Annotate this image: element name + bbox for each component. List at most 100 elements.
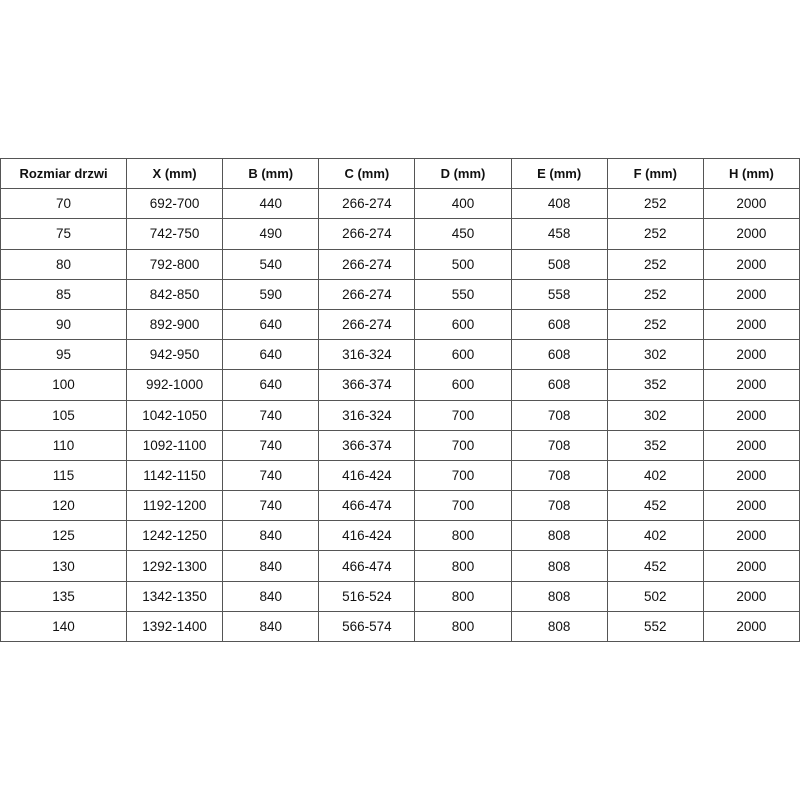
table-cell: 500	[414, 248, 512, 280]
table-cell: 252	[606, 248, 704, 280]
table-cell: 252	[606, 308, 704, 341]
table-cell: 800	[414, 520, 512, 552]
table-cell: 2000	[702, 339, 800, 371]
table-row: 125 1242-1250 840 416-424 800 808 402 2000	[0, 520, 800, 552]
table-cell: 1192-1200	[125, 490, 224, 522]
table-cell: 366-374	[318, 429, 416, 461]
table-cell: 2000	[702, 278, 800, 310]
table-cell: 2000	[702, 308, 800, 341]
table-cell: 600	[414, 308, 512, 341]
table-cell: 552	[606, 610, 704, 643]
table-cell: 95	[0, 339, 127, 371]
table-cell: 252	[606, 278, 704, 310]
table-cell: 840	[222, 580, 320, 612]
table-cell: 440	[222, 188, 320, 220]
table-cell: 85	[0, 278, 127, 310]
table-cell: 352	[606, 429, 704, 461]
table-cell: 105	[0, 399, 127, 431]
table-cell: 800	[414, 550, 512, 582]
table-cell: 700	[414, 490, 512, 522]
table-cell: 740	[222, 429, 320, 461]
header-row: Rozmiar drzwi X (mm) B (mm) C (mm) D (mm) E (…	[0, 157, 800, 190]
table-cell: 2000	[702, 459, 800, 492]
table-row: 115 1142-1150 740 416-424 700 708 402 2000	[0, 459, 800, 492]
table-cell: 1092-1100	[125, 429, 224, 461]
table-cell: 2000	[702, 429, 800, 461]
table-cell: 808	[510, 610, 608, 643]
table-cell: 2000	[702, 369, 800, 401]
dimensions-table: Rozmiar drzwi X (mm) B (mm) C (mm) D (mm) E (…	[0, 157, 800, 643]
table-row: 95 942-950 640 316-324 600 608 302 2000	[0, 339, 800, 371]
table-cell: 840	[222, 550, 320, 582]
table-cell: 840	[222, 520, 320, 552]
table-cell: 80	[0, 248, 127, 280]
column-header: C (mm)	[318, 157, 416, 190]
table-cell: 708	[510, 459, 608, 492]
table-cell: 416-424	[318, 520, 416, 552]
table-cell: 266-274	[318, 278, 416, 310]
table-cell: 600	[414, 369, 512, 401]
table-cell: 400	[414, 188, 512, 220]
table-cell: 302	[606, 339, 704, 371]
table-cell: 700	[414, 399, 512, 431]
table-row: 85 842-850 590 266-274 550 558 252 2000	[0, 278, 800, 310]
table-cell: 466-474	[318, 490, 416, 522]
table-cell: 115	[0, 459, 127, 492]
table-cell: 558	[510, 278, 608, 310]
table-cell: 2000	[702, 580, 800, 612]
table-row: 75 742-750 490 266-274 450 458 252 2000	[0, 218, 800, 250]
table-cell: 608	[510, 369, 608, 401]
column-header: B (mm)	[222, 157, 320, 190]
table-cell: 1292-1300	[125, 550, 224, 582]
table-cell: 608	[510, 339, 608, 371]
table-cell: 740	[222, 459, 320, 492]
table-cell: 590	[222, 278, 320, 310]
table-cell: 2000	[702, 188, 800, 220]
table-cell: 740	[222, 490, 320, 522]
table-cell: 640	[222, 339, 320, 371]
table-cell: 452	[606, 490, 704, 522]
table-cell: 450	[414, 218, 512, 250]
table-row: 120 1192-1200 740 466-474 700 708 452 2000	[0, 490, 800, 522]
table-cell: 840	[222, 610, 320, 643]
table-cell: 266-274	[318, 188, 416, 220]
table-cell: 516-524	[318, 580, 416, 612]
table-cell: 2000	[702, 490, 800, 522]
table-cell: 408	[510, 188, 608, 220]
table-row: 80 792-800 540 266-274 500 508 252 2000	[0, 248, 800, 280]
table-cell: 808	[510, 520, 608, 552]
table-cell: 490	[222, 218, 320, 250]
table-cell: 316-324	[318, 339, 416, 371]
table-row: 105 1042-1050 740 316-324 700 708 302 2000	[0, 399, 800, 431]
table-cell: 316-324	[318, 399, 416, 431]
table-cell: 352	[606, 369, 704, 401]
table-cell: 266-274	[318, 248, 416, 280]
column-header: F (mm)	[606, 157, 704, 190]
table-cell: 1242-1250	[125, 520, 224, 552]
table-cell: 2000	[702, 248, 800, 280]
table-row: 90 892-900 640 266-274 600 608 252 2000	[0, 308, 800, 341]
table-cell: 508	[510, 248, 608, 280]
table-row: 140 1392-1400 840 566-574 800 808 552 2000	[0, 610, 800, 643]
table-cell: 892-900	[125, 308, 224, 341]
table-cell: 708	[510, 429, 608, 461]
table-cell: 452	[606, 550, 704, 582]
table-cell: 992-1000	[125, 369, 224, 401]
table-cell: 800	[414, 580, 512, 612]
table-cell: 1042-1050	[125, 399, 224, 431]
table-cell: 458	[510, 218, 608, 250]
table-cell: 2000	[702, 550, 800, 582]
table-cell: 700	[414, 459, 512, 492]
table-cell: 742-750	[125, 218, 224, 250]
table-cell: 942-950	[125, 339, 224, 371]
table-row: 135 1342-1350 840 516-524 800 808 502 2000	[0, 580, 800, 612]
table-cell: 110	[0, 429, 127, 461]
table-cell: 75	[0, 218, 127, 250]
table-cell: 640	[222, 308, 320, 341]
table-cell: 600	[414, 339, 512, 371]
table-cell: 692-700	[125, 188, 224, 220]
column-header: E (mm)	[510, 157, 608, 190]
table-cell: 402	[606, 520, 704, 552]
table-cell: 792-800	[125, 248, 224, 280]
table-row: 70 692-700 440 266-274 400 408 252 2000	[0, 188, 800, 220]
